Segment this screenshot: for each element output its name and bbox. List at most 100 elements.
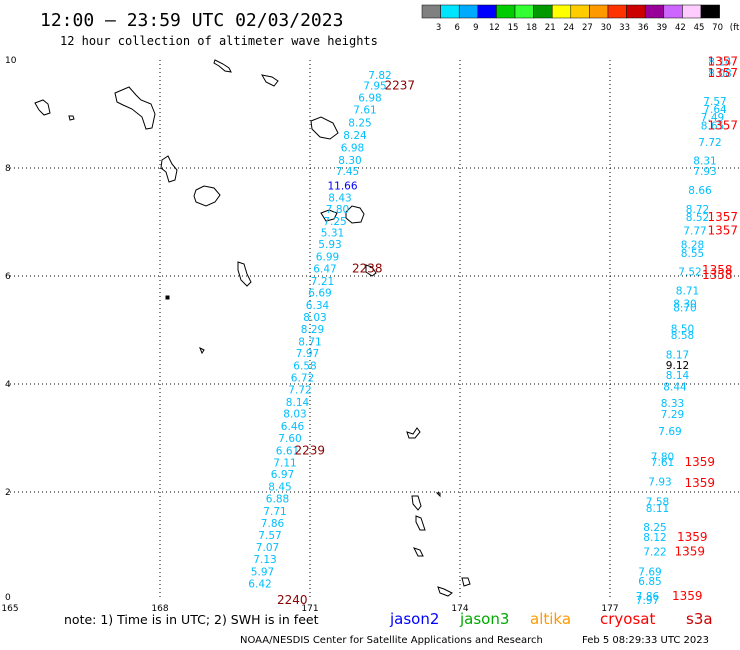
island-shape <box>411 495 422 511</box>
island-shape <box>34 99 51 116</box>
satellite-legend-item: s3a <box>686 610 713 628</box>
wave-height-label: 11.66 <box>327 180 357 192</box>
wave-height-label: 8.25 <box>348 118 371 130</box>
colorbar-swatch <box>496 4 516 19</box>
pass-number-label: 1357 <box>707 55 738 69</box>
footer-timestamp: Feb 5 08:29:33 UTC 2023 <box>582 635 709 646</box>
wave-height-label: 7.86 <box>636 591 660 603</box>
satellite-legend-item: altika <box>530 610 571 628</box>
wave-height-label: 8.65 <box>701 120 724 132</box>
wave-height-label: 6.85 <box>638 576 661 588</box>
colorbar-swatch <box>533 4 553 19</box>
wave-height-label: 7.11 <box>273 457 296 469</box>
wave-height-label: 8.72 <box>686 204 709 216</box>
wave-height-label: 7.93 <box>693 166 716 178</box>
wave-height-label: 5.31 <box>321 227 344 239</box>
wave-height-label: 8.28 <box>681 240 704 252</box>
pass-number-label: 1357 <box>707 118 738 132</box>
colorbar-swatch <box>682 4 702 19</box>
footer-credit: NOAA/NESDIS Center for Satellite Applica… <box>240 635 543 646</box>
island-shape <box>213 59 232 73</box>
wave-height-label: 8.14 <box>666 370 690 382</box>
colorbar-tick: 21 <box>545 23 556 33</box>
wave-height-label: 7.97 <box>636 595 659 607</box>
island-shape <box>415 515 426 531</box>
wave-height-label: 6.97 <box>271 469 294 481</box>
colorbar-tick: 70 <box>712 23 723 33</box>
y-tick-label: 4 <box>5 380 11 390</box>
wave-height-label: 8.25 <box>643 522 666 534</box>
wave-height-label: 6.61 <box>276 445 299 457</box>
wave-height-label: 7.82 <box>368 70 391 82</box>
wave-height-label: 8.66 <box>688 185 712 197</box>
pass-number-label: 1358 <box>702 268 733 282</box>
wave-height-label: 8.24 <box>343 130 367 142</box>
y-tick-label: 2 <box>5 488 11 498</box>
colorbar-tick: 36 <box>638 23 649 33</box>
island-shape <box>261 74 279 87</box>
wave-height-label: 6.99 <box>316 252 339 264</box>
wave-height-label: 6.69 <box>308 288 331 300</box>
wave-height-label: 8.45 <box>268 482 291 494</box>
colorbar-swatch <box>607 4 627 19</box>
data-labels: 7.827.956.987.618.258.246.988.307.458.43… <box>248 57 732 607</box>
island-shape <box>193 185 221 207</box>
colorbar-swatch <box>700 4 720 19</box>
colorbar-tick: 12 <box>489 23 500 33</box>
pass-number-label: 1359 <box>672 589 703 603</box>
wave-height-label: 7.58 <box>646 497 669 509</box>
wave-height-label: 8.08 <box>708 68 731 80</box>
wave-height-label: 7.13 <box>253 554 276 566</box>
wave-height-label: 7.07 <box>256 542 279 554</box>
pass-number-label: 1359 <box>674 544 705 558</box>
island-shape <box>435 492 441 498</box>
wave-height-label: 7.21 <box>311 276 334 288</box>
wave-height-label: 8.29 <box>301 324 324 336</box>
wave-height-label: 8.71 <box>676 286 699 298</box>
island-outlines <box>34 59 471 597</box>
pass-number-label: 2240 <box>277 593 308 607</box>
wave-height-label: 7.97 <box>296 348 319 360</box>
colorbar-tick: (ft) <box>730 23 740 33</box>
wave-height-label: 8.31 <box>693 155 716 167</box>
wave-height-label: 7.22 <box>643 546 666 558</box>
wave-height-label: 7.95 <box>363 80 386 92</box>
wave-height-label: 6.72 <box>291 373 314 385</box>
island-shape <box>437 586 453 597</box>
colorbar-swatch <box>458 4 479 19</box>
x-tick-label: 174 <box>451 604 468 614</box>
island-shape <box>413 547 424 557</box>
pass-labels: 2237223822392240135713571357135713571358… <box>277 55 738 607</box>
footer-note: note: 1) Time is in UTC; 2) SWH is in fe… <box>64 612 319 627</box>
wave-height-label: 6.98 <box>358 92 381 104</box>
wave-height-label: 7.69 <box>658 426 681 438</box>
colorbar-swatch <box>514 4 534 19</box>
wave-height-label: 7.49 <box>701 112 724 124</box>
y-tick-label: 10 <box>5 56 17 66</box>
pass-number-label: 2239 <box>294 443 325 457</box>
x-tick-label: 177 <box>601 604 618 614</box>
colorbar-swatch <box>570 4 590 19</box>
wave-height-label: 7.86 <box>261 518 285 530</box>
pass-number-label: 2238 <box>352 261 383 275</box>
wave-height-label: 7.60 <box>278 433 301 445</box>
colorbar-swatch <box>644 4 665 19</box>
y-tick-label: 8 <box>5 164 11 174</box>
colorbar-tick: 3 <box>436 23 441 33</box>
wave-height-label: 7.80 <box>326 204 349 216</box>
island-shape <box>237 261 252 287</box>
colorbar-swatch <box>477 4 497 19</box>
wave-height-label: 7.77 <box>683 226 706 238</box>
wave-height-label: 7.52 <box>678 267 701 279</box>
wave-height-label: 7.61 <box>353 105 376 117</box>
colorbar-tick: 24 <box>563 23 574 33</box>
wave-height-label: 6.46 <box>281 421 305 433</box>
island-shape <box>165 295 170 300</box>
wave-height-label: 8.30 <box>338 155 361 167</box>
wave-height-label: 8.50 <box>671 323 694 335</box>
satellite-legend: jason2 jason3 altika cryosat s3a <box>389 610 713 628</box>
y-tick-label: 6 <box>5 272 11 282</box>
wave-height-label: 8.58 <box>671 330 694 342</box>
